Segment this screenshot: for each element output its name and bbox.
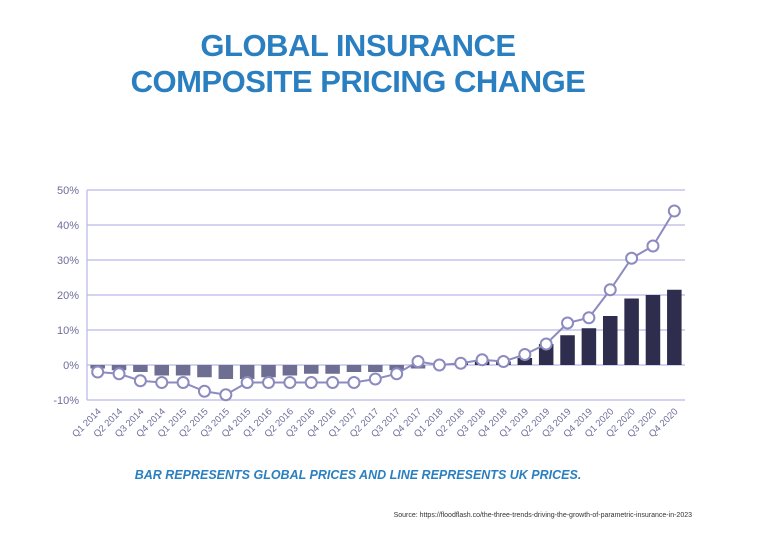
bar-global — [133, 365, 148, 372]
bar-global — [218, 365, 234, 379]
bar-global — [325, 365, 340, 374]
point-uk — [539, 337, 553, 351]
y-tick-label: 0% — [63, 360, 79, 372]
point-uk — [347, 376, 361, 389]
y-tick-label: 30% — [57, 255, 79, 267]
bar-global — [346, 365, 362, 372]
point-uk — [390, 367, 404, 381]
point-uk — [603, 283, 617, 297]
point-uk — [475, 353, 489, 367]
point-uk — [155, 376, 169, 389]
point-uk — [561, 316, 575, 330]
point-uk — [496, 355, 510, 368]
point-uk — [667, 204, 681, 218]
point-uk — [283, 376, 297, 389]
point-uk — [176, 376, 190, 389]
bar-global — [282, 365, 298, 376]
bar-global — [581, 328, 597, 365]
point-uk — [454, 356, 468, 370]
y-tick-label: -10% — [53, 395, 79, 407]
point-uk — [304, 376, 318, 389]
point-uk — [625, 251, 639, 265]
bar-global — [239, 365, 255, 379]
point-uk — [432, 358, 446, 372]
chart-title-line-1: GLOBAL INSURANCE — [200, 28, 516, 63]
point-uk — [646, 239, 660, 253]
bar-global — [602, 316, 618, 365]
bar-global — [261, 365, 276, 378]
line-uk — [97, 210, 676, 396]
point-uk — [91, 365, 105, 379]
y-tick-label: 10% — [57, 325, 79, 337]
source-note: Source: https://floodflash.co/the-three-… — [393, 512, 692, 519]
bar-global — [197, 365, 212, 378]
point-uk — [368, 372, 382, 386]
point-uk — [582, 311, 596, 325]
bar-global — [624, 298, 639, 365]
point-uk — [112, 367, 126, 381]
bar-global — [154, 365, 170, 376]
y-tick-label: 50% — [57, 185, 79, 197]
point-uk — [262, 376, 276, 389]
bar-global — [175, 365, 191, 376]
chart-title-line-2: COMPOSITE PRICING CHANGE — [130, 64, 586, 99]
point-uk — [326, 376, 340, 389]
bar-global — [303, 365, 319, 374]
y-tick-label: 40% — [57, 220, 79, 232]
bar-global — [667, 289, 682, 365]
bar-global — [560, 335, 575, 365]
bar-global — [645, 295, 661, 365]
chart-caption: BAR REPRESENTS GLOBAL PRICES AND LINE RE… — [134, 468, 582, 482]
bar-global — [368, 365, 383, 372]
point-uk — [240, 376, 254, 389]
point-uk — [133, 374, 147, 388]
point-uk — [411, 355, 425, 368]
point-uk — [219, 388, 233, 402]
y-tick-label: 20% — [57, 290, 79, 302]
bar-global — [517, 358, 533, 365]
point-uk — [518, 348, 532, 361]
point-uk — [197, 384, 211, 398]
